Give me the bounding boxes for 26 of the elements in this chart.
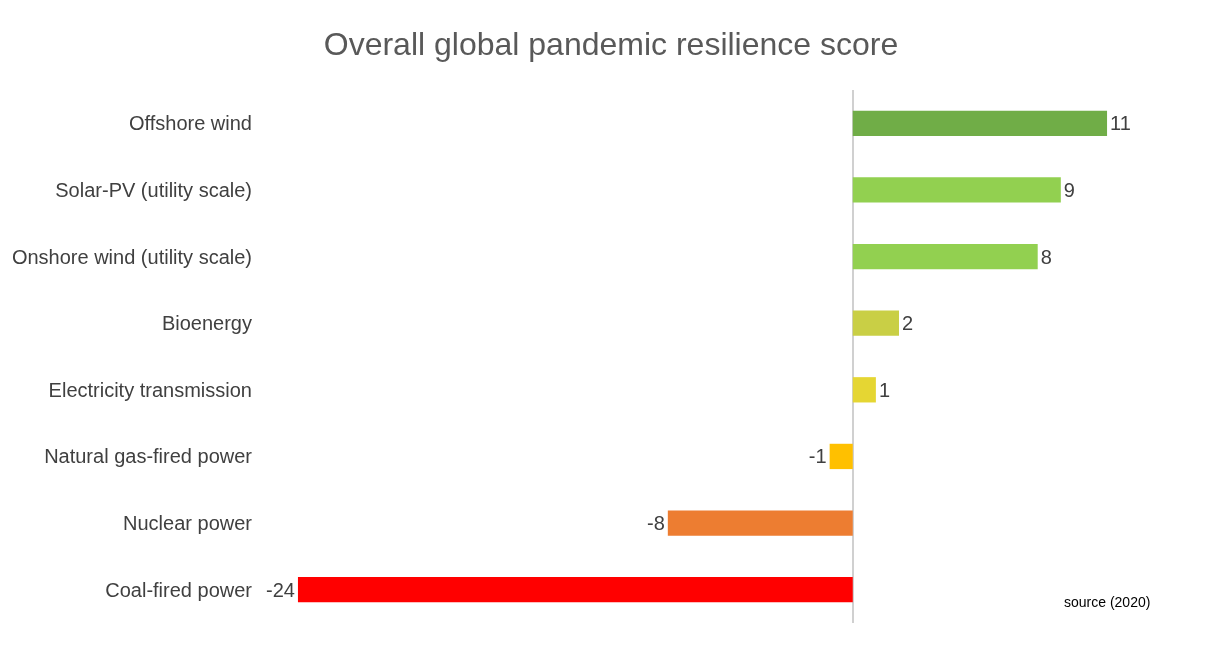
data-label: 2 bbox=[902, 312, 914, 335]
data-label: 11 bbox=[1110, 112, 1131, 135]
y-tick-label: Natural gas-fired power bbox=[44, 445, 253, 468]
bar bbox=[297, 577, 853, 603]
data-label: 8 bbox=[1040, 245, 1052, 268]
data-label: -8 bbox=[647, 512, 665, 535]
data-label: -1 bbox=[808, 445, 827, 468]
bar bbox=[852, 110, 1108, 136]
bar bbox=[852, 177, 1061, 203]
y-tick-label: Onshore wind (utility scale) bbox=[11, 245, 252, 268]
y-tick-label: Electricity transmission bbox=[48, 378, 252, 401]
data-label: 1 bbox=[878, 378, 891, 401]
y-tick-label: Nuclear power bbox=[123, 512, 253, 535]
bar bbox=[852, 310, 899, 336]
annotation: source (2020) bbox=[1064, 594, 1151, 610]
y-tick-label: Coal-fired power bbox=[105, 578, 253, 601]
bar bbox=[667, 510, 853, 536]
data-label: 9 bbox=[1063, 178, 1075, 201]
bar bbox=[852, 243, 1038, 270]
y-tick-label: Bioenergy bbox=[161, 312, 252, 335]
bar bbox=[852, 377, 876, 403]
y-tick-label: Solar-PV (utility scale) bbox=[55, 178, 252, 201]
chart-title: Overall global pandemic resilience score bbox=[323, 26, 899, 63]
bar bbox=[829, 443, 853, 470]
data-label: -24 bbox=[266, 578, 295, 601]
y-tick-label: Offshore wind bbox=[128, 112, 252, 135]
